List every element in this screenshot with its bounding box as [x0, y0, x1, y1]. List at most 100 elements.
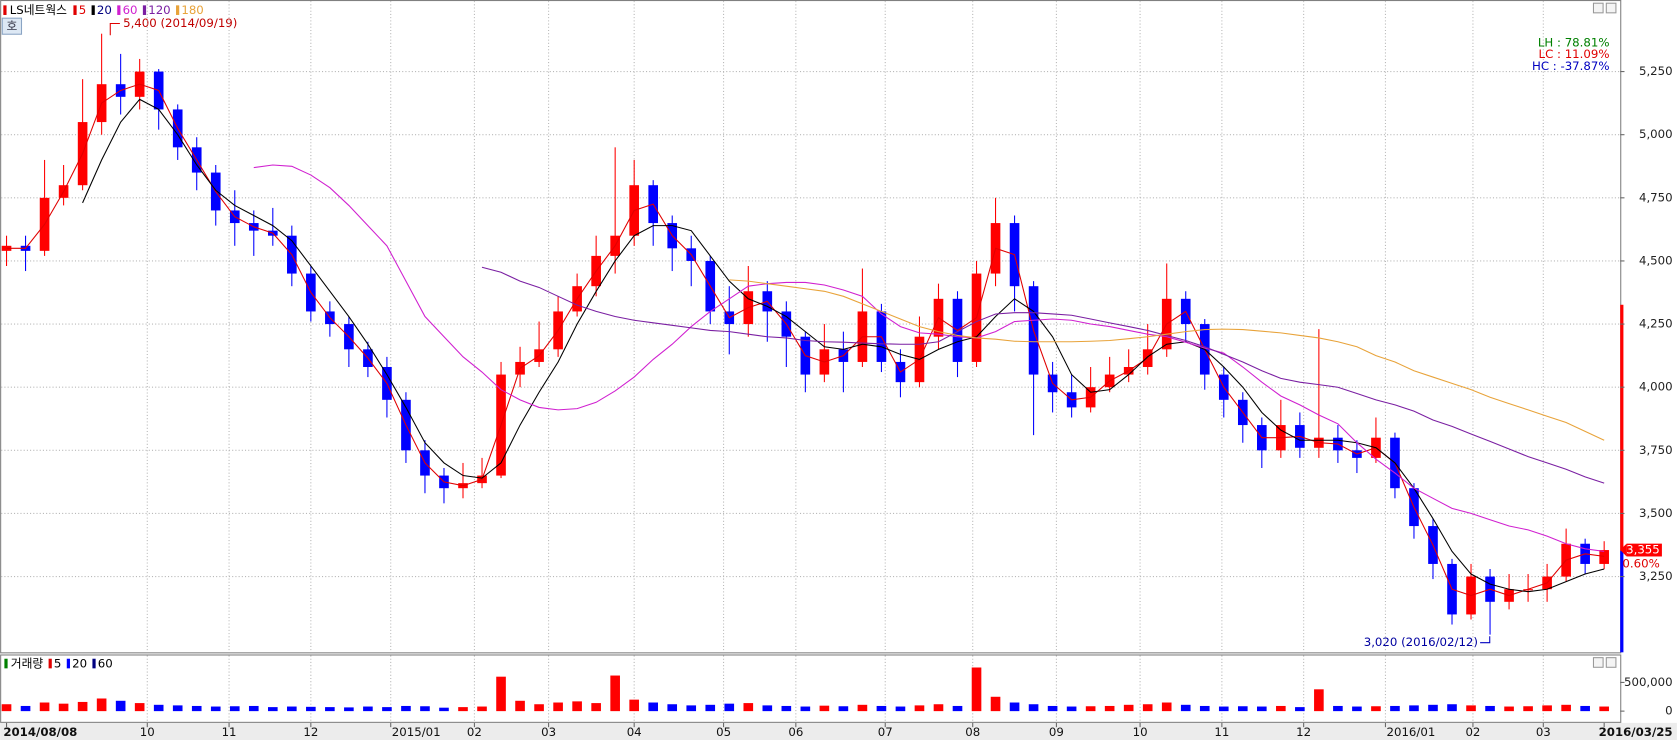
volume-bar — [990, 696, 1001, 712]
range-bar — [1620, 550, 1624, 653]
volume-bar — [96, 698, 107, 712]
volume-bar — [496, 676, 506, 712]
x-tick-label: 08 — [965, 725, 980, 739]
volume-bar — [191, 705, 202, 712]
annotation-arrow — [109, 22, 120, 36]
y-tick-label: 3,500 — [1639, 506, 1673, 520]
volume-bar — [1066, 706, 1077, 712]
volume-bar — [914, 705, 925, 712]
volume-bar — [838, 706, 849, 712]
volume-bar — [1352, 706, 1362, 712]
toggle-button[interactable] — [1, 17, 23, 35]
x-tick-label: 2016/01 — [1387, 725, 1436, 739]
y-tick-label: 3,750 — [1639, 443, 1673, 457]
volume-bar — [1257, 706, 1267, 712]
y-tick-label: 4,750 — [1639, 190, 1673, 204]
volume-bar — [667, 704, 678, 712]
volume-bar — [1, 704, 12, 712]
volume-bar — [401, 705, 411, 712]
volume-bar — [1104, 705, 1115, 712]
x-axis-strip — [0, 722, 1677, 740]
volume-panel — [0, 654, 1622, 723]
volume-bar — [1485, 705, 1495, 712]
toggle-button-label: 호 — [6, 19, 17, 33]
volume-bar — [1237, 706, 1248, 712]
x-tick-label: 10 — [140, 725, 155, 739]
volume-bar — [20, 705, 31, 712]
panel-button[interactable] — [1605, 2, 1617, 14]
ma-line — [729, 279, 1605, 441]
candle-body — [1, 245, 12, 251]
volume-bar — [1142, 704, 1153, 712]
x-tick-label: 2014/08/08 — [3, 725, 77, 739]
legend-marker — [48, 658, 52, 669]
volume-bar — [1047, 705, 1058, 712]
x-tick-label: 10 — [1133, 725, 1148, 739]
x-tick-label: 11 — [1214, 725, 1229, 739]
volume-bar — [572, 701, 582, 712]
volume-bar — [363, 706, 373, 712]
volume-bar — [1161, 702, 1172, 712]
panel-button[interactable] — [1605, 657, 1617, 668]
volume-bar — [439, 707, 449, 712]
volume-bar — [610, 675, 620, 712]
volume-bar — [876, 705, 887, 712]
annotation: 5,400 (2014/09/19) — [123, 16, 237, 30]
y-tick-label: 5,250 — [1639, 64, 1673, 78]
x-tick-label: 12 — [303, 725, 318, 739]
legend-label: 5 — [79, 3, 86, 17]
legend-marker — [73, 5, 77, 15]
volume-bar — [952, 705, 963, 712]
volume-bar — [629, 699, 639, 712]
legend-label: 120 — [148, 3, 170, 17]
legend-label: 5 — [54, 657, 61, 671]
volume-bar — [724, 703, 735, 712]
volume-bar — [1504, 706, 1514, 712]
volume-bar — [39, 702, 50, 712]
volume-bar — [477, 706, 487, 712]
volume-bar — [1523, 706, 1533, 712]
volume-bar — [743, 703, 754, 712]
x-tick-label: 09 — [1049, 725, 1064, 739]
y-tick-label: 0 — [1665, 704, 1672, 718]
volume-bar — [325, 707, 335, 712]
legend-label: 20 — [97, 3, 112, 17]
volume-bar — [58, 703, 69, 712]
volume-bar — [1599, 706, 1609, 712]
volume-bar — [1428, 704, 1438, 712]
volume-bar — [1180, 704, 1191, 712]
volume-bar — [762, 705, 773, 712]
volume-bar — [648, 702, 659, 712]
volume-bar — [857, 704, 868, 712]
volume-bar — [1276, 705, 1286, 712]
volume-bar — [591, 703, 601, 712]
panel-button[interactable] — [1592, 657, 1604, 668]
volume-bar — [705, 704, 716, 712]
legend-marker — [176, 5, 180, 15]
ma-line — [481, 266, 1605, 484]
x-tick-label: 05 — [716, 725, 731, 739]
stat: LC : 11.09% — [1539, 47, 1610, 61]
legend-marker — [66, 658, 70, 669]
panel-button[interactable] — [1592, 2, 1604, 14]
legend-title: LS네트웍스 — [10, 3, 67, 17]
y-tick-label: 5,000 — [1639, 127, 1673, 141]
volume-bar — [344, 707, 354, 712]
x-tick-label: 11 — [222, 725, 237, 739]
x-tick-label: 02 — [467, 725, 482, 739]
volume-bar — [77, 701, 88, 712]
x-tick-label: 03 — [541, 725, 556, 739]
volume-bar — [534, 704, 544, 712]
legend-marker — [92, 658, 96, 669]
legend-marker — [91, 5, 95, 15]
volume-bar — [1580, 705, 1590, 712]
price-tag-label: 3,355 — [1626, 543, 1660, 557]
x-tick-label: 07 — [878, 725, 893, 739]
y-tick-label: 3,250 — [1639, 569, 1673, 583]
volume-bar — [210, 706, 221, 712]
legend-label: 60 — [123, 3, 138, 17]
legend-marker — [117, 5, 121, 15]
volume-bar — [1199, 705, 1210, 712]
volume-bar — [553, 702, 563, 712]
